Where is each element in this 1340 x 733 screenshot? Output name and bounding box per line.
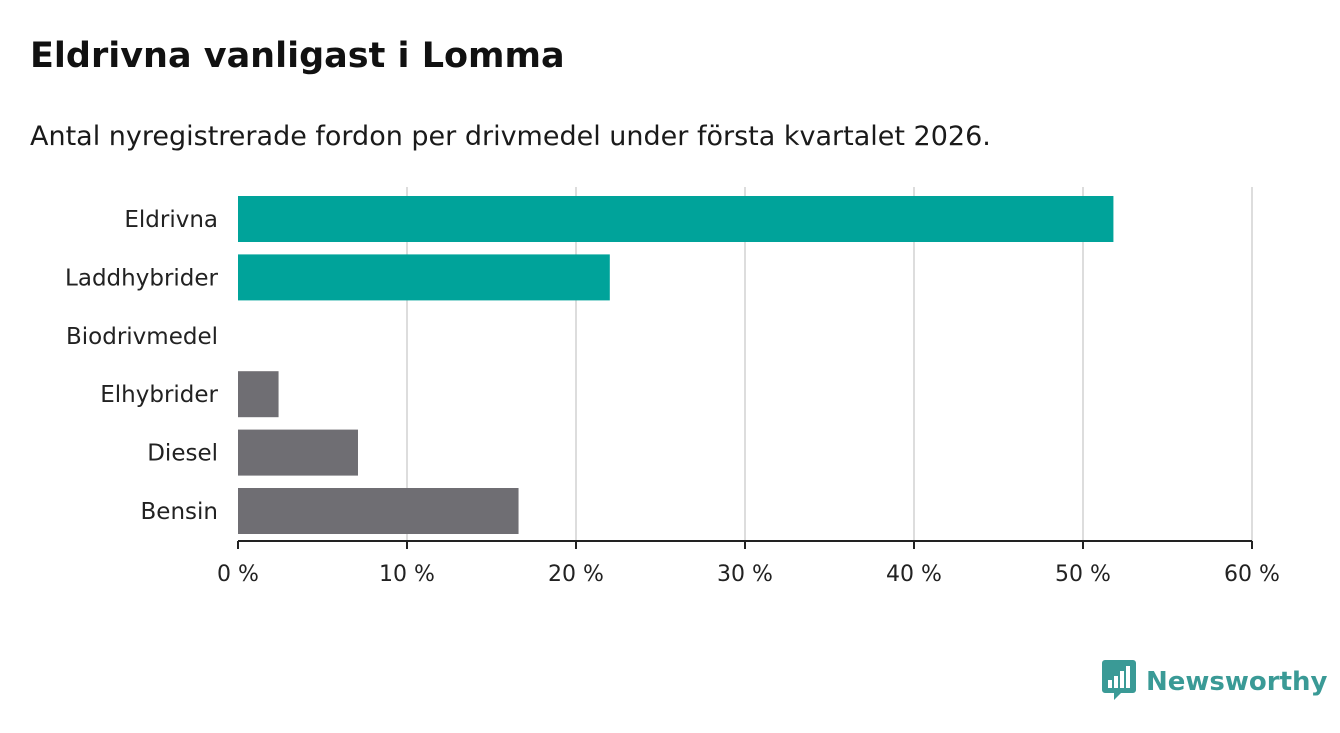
bar-eldrivna[interactable] bbox=[238, 196, 1114, 242]
bars bbox=[238, 196, 1114, 534]
bar-laddhybrider[interactable] bbox=[238, 254, 610, 301]
category-labels: Eldrivna Laddhybrider Biodrivmedel Elhybrid… bbox=[65, 207, 218, 525]
bar-elhybrider[interactable] bbox=[238, 371, 279, 418]
gridlines bbox=[406, 187, 1253, 541]
bar-diesel[interactable] bbox=[238, 429, 358, 476]
chart-title: Eldrivna vanligast i Lomma bbox=[30, 36, 565, 76]
category-label: Diesel bbox=[147, 441, 218, 467]
chart-subtitle: Antal nyregistrerade fordon per drivmede… bbox=[30, 121, 991, 152]
x-tick-label: 60 % bbox=[1224, 562, 1280, 587]
x-tick-label: 40 % bbox=[886, 562, 942, 587]
newsworthy-logo[interactable]: Newsworthy bbox=[1102, 660, 1327, 704]
x-tick-label: 20 % bbox=[548, 562, 604, 587]
x-tick-label: 30 % bbox=[717, 562, 773, 587]
x-tick-label: 10 % bbox=[379, 562, 435, 587]
category-label: Eldrivna bbox=[124, 207, 218, 233]
category-label: Elhybrider bbox=[100, 382, 218, 408]
x-tick-label: 50 % bbox=[1055, 562, 1111, 587]
bar-bensin[interactable] bbox=[238, 488, 519, 534]
brand-name: Newsworthy bbox=[1146, 667, 1328, 697]
category-label: Bensin bbox=[141, 499, 218, 525]
x-axis: 0 % 10 % 20 % 30 % 40 % 50 % 60 % bbox=[217, 540, 1280, 587]
category-label: Biodrivmedel bbox=[66, 324, 218, 350]
category-label: Laddhybrider bbox=[65, 265, 218, 291]
x-tick-label: 0 % bbox=[217, 562, 259, 587]
bar-chart-speech-bubble-icon bbox=[1102, 660, 1136, 704]
